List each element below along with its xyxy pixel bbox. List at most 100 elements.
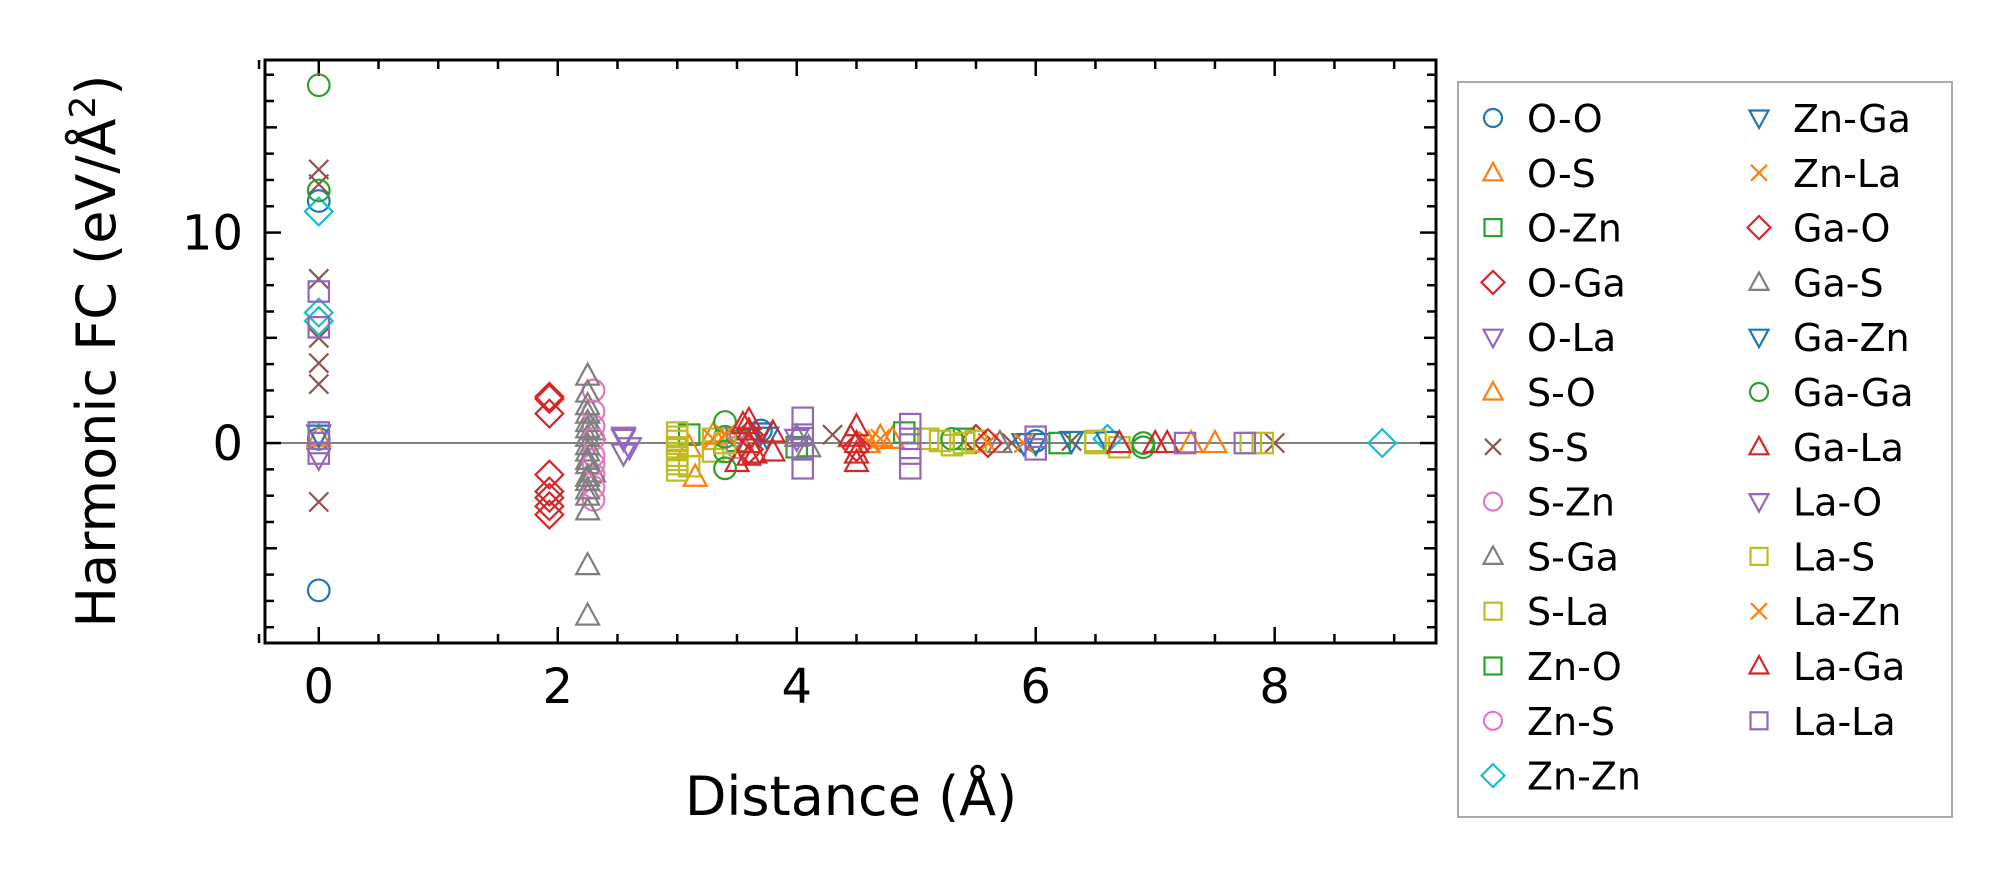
- data-point: [534, 381, 565, 413]
- legend-marker: [1747, 328, 1771, 350]
- data-point: [307, 442, 331, 465]
- legend-item-la-la: La-La: [1749, 700, 1896, 744]
- legend-marker: [1483, 601, 1503, 621]
- legend-label: Ga-S: [1793, 261, 1884, 305]
- series-s-zn: [581, 378, 737, 512]
- data-point: [1177, 428, 1205, 454]
- data-point: [1024, 438, 1048, 461]
- legend-items: O-O O-S O-Zn O-Ga O-La S-O S-S S-Zn S-Ga S-La Zn-O…: [1479, 97, 1914, 799]
- data-point: [574, 462, 601, 487]
- data-point: [574, 414, 601, 439]
- data-point: [534, 459, 565, 490]
- x-tick-label: 2: [542, 659, 573, 715]
- legend-marker: [1482, 491, 1504, 512]
- legend-item-la-zn: La-Zn: [1750, 590, 1901, 634]
- data-point: [534, 398, 565, 429]
- data-point: [307, 280, 331, 303]
- y-axis-label-close: ): [65, 75, 128, 96]
- data-point: [1131, 435, 1156, 460]
- legend-label: La-O: [1793, 481, 1882, 525]
- legend-marker: [1481, 379, 1505, 401]
- legend-item-la-ga: La-Ga: [1747, 645, 1905, 689]
- legend-label: S-Zn: [1527, 481, 1615, 525]
- plot-frame: [263, 58, 1438, 645]
- data-point: [574, 550, 601, 576]
- data-point: [735, 416, 763, 441]
- data-point: [940, 433, 964, 457]
- data-point: [308, 268, 330, 290]
- legend-marker: [1747, 270, 1771, 291]
- x-tick-label: 6: [1020, 659, 1051, 715]
- data-point: [791, 406, 815, 430]
- data-point: [308, 352, 330, 374]
- plot-area: [257, 58, 1438, 645]
- data-point: [791, 438, 815, 461]
- legend-label: Zn-Zn: [1527, 755, 1641, 799]
- data-point: [1233, 431, 1257, 455]
- x-axis-label: Distance (Å): [685, 764, 1017, 828]
- legend-frame: [1457, 81, 1953, 818]
- legend-label: O-La: [1527, 316, 1616, 360]
- y-axis-label-superscript: 2: [63, 96, 104, 119]
- legend-marker: [1748, 381, 1770, 403]
- data-point: [940, 426, 964, 451]
- legend-item-o-la: O-La: [1481, 316, 1616, 360]
- data-point: [723, 447, 751, 473]
- data-point: [898, 427, 922, 451]
- axis-ticks: [257, 60, 1436, 643]
- series-zn-zn: [303, 196, 1398, 459]
- series-s-ga: [574, 361, 1014, 626]
- legend-marker: [1747, 493, 1771, 514]
- data-point: [822, 424, 843, 446]
- data-point: [952, 431, 976, 455]
- legend-item-ga-o: Ga-O: [1745, 207, 1890, 251]
- data-point: [898, 412, 922, 436]
- legend-item-s-la: S-La: [1483, 590, 1609, 634]
- legend-label: S-O: [1527, 371, 1596, 415]
- data-point: [791, 423, 815, 446]
- data-point: [1173, 431, 1197, 455]
- legend-item-ga-s: Ga-S: [1747, 261, 1884, 305]
- series-ga-ga: [306, 73, 1156, 481]
- y-axis-label: Harmonic FC (eV/Å2): [63, 75, 128, 628]
- legend-item-la-s: La-S: [1749, 535, 1875, 579]
- legend-item-s-ga: S-Ga: [1481, 535, 1619, 579]
- data-point: [665, 448, 689, 472]
- data-point: [916, 427, 940, 451]
- data-point: [681, 462, 709, 487]
- legend-label: Ga-La: [1793, 426, 1904, 470]
- data-point: [677, 423, 701, 446]
- data-point: [1366, 427, 1398, 459]
- legend-label: Ga-Zn: [1793, 316, 1910, 360]
- legend-marker: [1479, 762, 1507, 789]
- series-la-o: [610, 426, 810, 462]
- data-point: [759, 437, 787, 462]
- legend-label: S-S: [1527, 426, 1589, 470]
- data-point: [1251, 431, 1275, 455]
- legend-label: Ga-O: [1793, 207, 1890, 251]
- data-point: [308, 159, 330, 180]
- legend-item-zn-ga: Zn-Ga: [1747, 97, 1911, 141]
- legend-label: O-S: [1527, 152, 1596, 196]
- legend-item-o-ga: O-Ga: [1479, 261, 1626, 305]
- legend-label: S-Ga: [1527, 535, 1619, 579]
- data-point: [306, 189, 331, 213]
- data-point: [843, 439, 870, 464]
- series-la-la: [307, 280, 1257, 480]
- x-tick-label: 8: [1259, 659, 1290, 715]
- data-point: [733, 419, 765, 450]
- data-point: [898, 442, 922, 465]
- legend-marker: [1747, 109, 1771, 131]
- data-point: [307, 315, 331, 339]
- x-tick-label: 4: [781, 659, 812, 715]
- data-point: [729, 409, 757, 435]
- data-point: [783, 428, 810, 454]
- legend-marker: [1750, 602, 1768, 620]
- series-o-o: [306, 189, 1048, 603]
- series-ga-s: [574, 399, 810, 500]
- data-point: [534, 383, 565, 415]
- legend-label: Zn-Ga: [1793, 97, 1911, 141]
- data-point: [574, 601, 601, 626]
- data-point: [1061, 430, 1082, 452]
